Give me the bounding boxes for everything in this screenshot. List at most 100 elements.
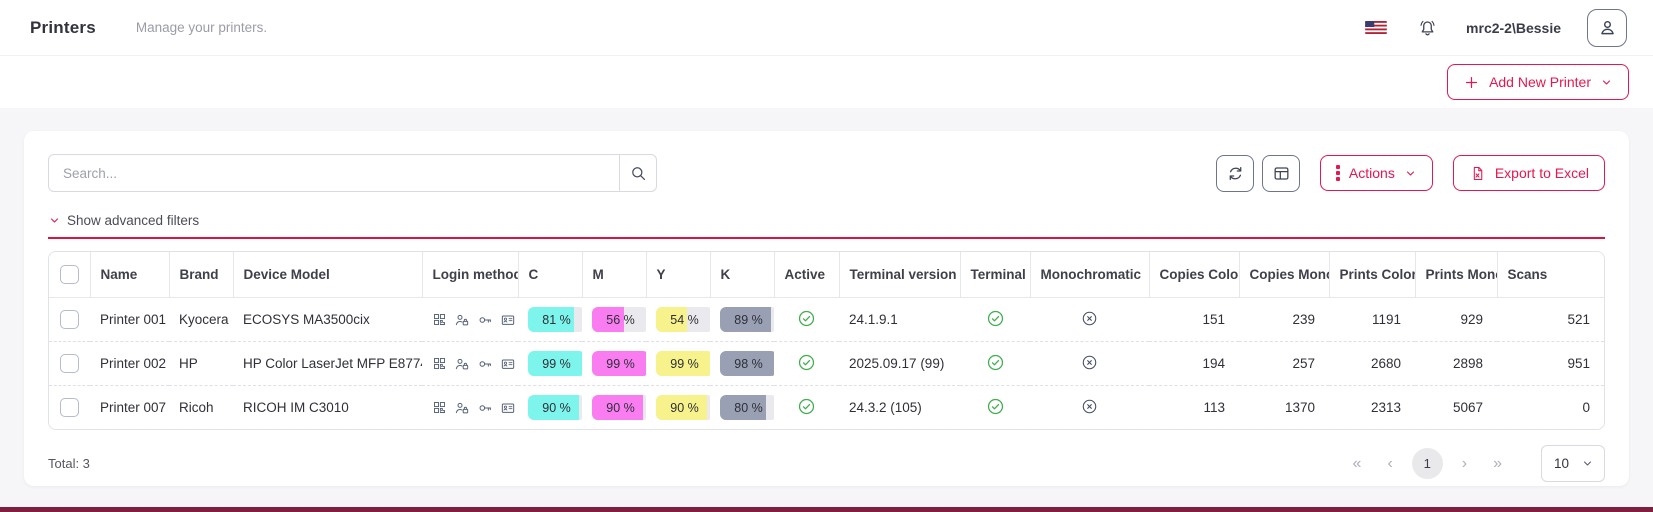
active-check-icon	[797, 397, 816, 416]
cell-brand: HP	[169, 341, 233, 386]
pagination: « ‹ 1 › » 10	[1340, 445, 1605, 482]
app-header: Printers Manage your printers. mrc2-2\Be…	[0, 0, 1653, 56]
terminal-check-icon	[986, 309, 1005, 328]
key-icon	[477, 400, 493, 416]
search-group	[48, 154, 657, 192]
monochromatic-x-icon	[1081, 354, 1098, 371]
excel-file-icon	[1469, 165, 1486, 182]
search-input[interactable]	[48, 154, 620, 192]
col-header-brand[interactable]: Brand	[169, 252, 234, 298]
black-level-chip: 80 %	[720, 395, 774, 420]
actions-bar: Add New Printer	[0, 56, 1653, 108]
table-row[interactable]: Printer 007 Ricoh RICOH IM C3010 90 % 90…	[49, 385, 1604, 429]
row-checkbox[interactable]	[60, 354, 79, 373]
cell-terminal-version: 2025.09.17 (99)	[839, 341, 960, 386]
col-header-terminal[interactable]: Terminal	[960, 252, 1031, 298]
refresh-button[interactable]	[1216, 154, 1255, 192]
cell-prints-color: 1191	[1329, 297, 1415, 342]
table-row[interactable]: Printer 001 Kyocera ECOSYS MA3500cix 81 …	[49, 297, 1604, 342]
cell-copies-color: 151	[1149, 297, 1239, 342]
row-checkbox[interactable]	[60, 398, 79, 417]
magenta-level-chip: 56 %	[592, 307, 646, 332]
id-card-icon	[500, 312, 516, 328]
columns-layout-icon	[1272, 164, 1291, 183]
page-title: Printers	[30, 17, 96, 37]
cell-prints-mono: 929	[1415, 297, 1497, 342]
col-header-login-methods[interactable]: Login methods	[422, 252, 519, 298]
user-lock-icon	[454, 312, 470, 328]
table-row[interactable]: Printer 002 HP HP Color LaserJet MFP E87…	[49, 341, 1604, 386]
col-header-copies-color[interactable]: Copies Color	[1149, 252, 1240, 298]
cell-scans: 951	[1497, 341, 1604, 386]
col-header-m[interactable]: M	[582, 252, 647, 298]
col-header-prints-mono[interactable]: Prints Mono	[1415, 252, 1498, 298]
cell-copies-mono: 257	[1239, 341, 1329, 386]
chevron-down-icon	[1600, 76, 1613, 89]
export-label: Export to Excel	[1494, 165, 1589, 181]
terminal-check-icon	[986, 353, 1005, 372]
prev-page-button[interactable]: ‹	[1387, 454, 1393, 472]
terminal-check-icon	[986, 397, 1005, 416]
select-all-checkbox[interactable]	[59, 265, 79, 284]
chevron-down-icon	[1581, 457, 1594, 470]
add-new-printer-label: Add New Printer	[1489, 74, 1591, 90]
first-page-button[interactable]: «	[1352, 454, 1362, 472]
search-button[interactable]	[619, 154, 657, 192]
notifications-bell-icon[interactable]	[1417, 17, 1438, 38]
yellow-level-chip: 99 %	[656, 351, 710, 376]
cell-device-model: HP Color LaserJet MFP E87740	[233, 341, 422, 386]
col-header-prints-color[interactable]: Prints Color	[1329, 252, 1416, 298]
filters-toggle-label: Show advanced filters	[67, 213, 200, 228]
cell-brand: Kyocera	[169, 297, 233, 342]
show-advanced-filters-toggle[interactable]: Show advanced filters	[48, 213, 199, 228]
actions-button[interactable]: Actions	[1320, 155, 1433, 191]
col-header-terminal-version[interactable]: Terminal version	[839, 252, 961, 298]
export-to-excel-button[interactable]: Export to Excel	[1452, 155, 1605, 191]
col-header-c[interactable]: C	[518, 252, 583, 298]
cell-scans: 0	[1497, 385, 1604, 429]
actions-label: Actions	[1348, 165, 1395, 181]
cyan-level-chip: 81 %	[528, 307, 582, 332]
total-count: Total: 3	[48, 456, 90, 471]
table-header-row: Name Brand Device Model Login methods C …	[49, 252, 1604, 298]
page-size-select[interactable]: 10	[1541, 445, 1605, 482]
bottom-accent-bar	[0, 507, 1653, 512]
active-check-icon	[797, 309, 816, 328]
col-header-copies-mono[interactable]: Copies Mono	[1239, 252, 1330, 298]
black-level-chip: 89 %	[720, 307, 774, 332]
add-new-printer-button[interactable]: Add New Printer	[1447, 64, 1629, 100]
black-level-chip: 98 %	[720, 351, 774, 376]
cell-name: Printer 007	[90, 385, 169, 429]
col-header-monochromatic[interactable]: Monochromatic	[1030, 252, 1150, 298]
current-page-button[interactable]: 1	[1411, 448, 1443, 479]
last-page-button[interactable]: »	[1493, 454, 1502, 472]
language-flag-icon[interactable]	[1365, 21, 1387, 34]
plus-icon	[1463, 74, 1480, 91]
col-header-name[interactable]: Name	[90, 252, 170, 298]
cell-terminal-version: 24.3.2 (105)	[839, 385, 960, 429]
active-check-icon	[797, 353, 816, 372]
chevron-down-icon	[1404, 167, 1417, 180]
row-checkbox[interactable]	[60, 310, 79, 329]
user-menu-button[interactable]	[1587, 8, 1627, 47]
cell-prints-color: 2680	[1329, 341, 1415, 386]
col-header-active[interactable]: Active	[774, 252, 840, 298]
col-header-scans[interactable]: Scans	[1497, 252, 1604, 298]
cell-copies-color: 113	[1149, 385, 1239, 429]
key-icon	[477, 356, 493, 372]
next-page-button[interactable]: ›	[1461, 454, 1468, 472]
qr-code-icon	[432, 400, 447, 415]
qr-code-icon	[432, 356, 447, 371]
page-subtitle: Manage your printers.	[135, 20, 268, 35]
col-header-device-model[interactable]: Device Model	[233, 252, 423, 298]
vertical-dots-icon	[1336, 165, 1340, 181]
search-icon	[629, 164, 648, 183]
cell-prints-color: 2313	[1329, 385, 1415, 429]
col-header-y[interactable]: Y	[646, 252, 711, 298]
column-settings-button[interactable]	[1262, 154, 1301, 192]
col-header-k[interactable]: K	[710, 252, 775, 298]
cell-name: Printer 002	[90, 341, 169, 386]
person-icon	[1597, 17, 1618, 38]
user-lock-icon	[454, 400, 470, 416]
cell-name: Printer 001	[90, 297, 169, 342]
